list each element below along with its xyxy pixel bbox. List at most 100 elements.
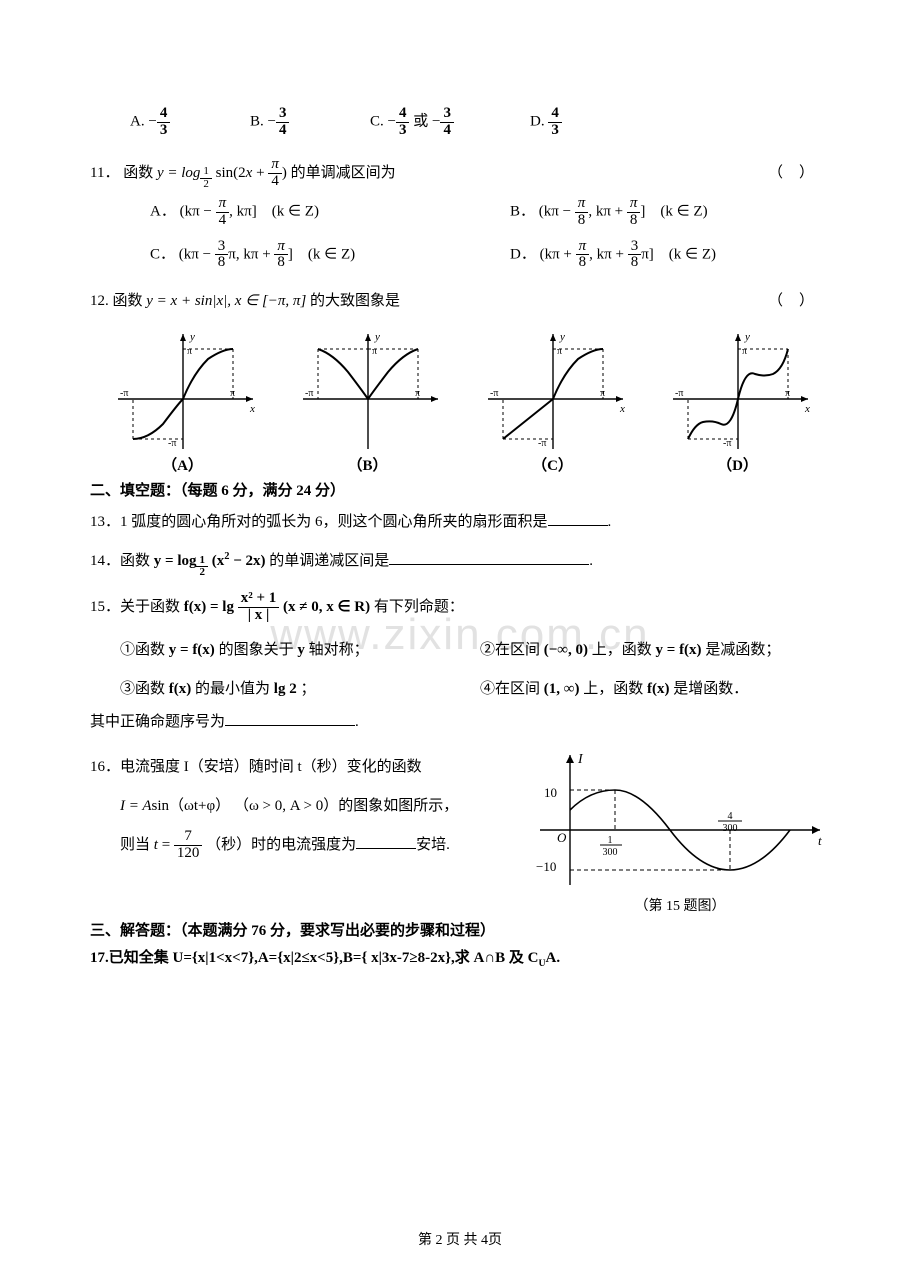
page-footer: 第 2 页 共 4页 <box>0 1229 920 1249</box>
q15-2e: 是减函数； <box>702 642 781 658</box>
q11-num: 11． <box>90 165 119 181</box>
q14-blank <box>389 549 589 565</box>
q15-1e: 轴对称； <box>305 642 369 658</box>
q11-blank-paren: （） <box>768 157 830 190</box>
q12-cap-C: （C） <box>478 454 628 475</box>
q13-text: 13．1 弧度的圆心角所对的弧长为 6，则这个圆心角所夹的扇形面积是 <box>90 514 548 530</box>
q15-4a: ④在区间 <box>480 681 544 697</box>
q16-figure: I t O 10 −10 1 300 4 300 （第 15 题图） <box>530 745 830 915</box>
q16-L2b: sin（ωt+φ） <box>152 798 231 814</box>
q11-base-n: 1 <box>200 166 212 179</box>
q15-blank <box>225 710 355 726</box>
q10-C-num2: 3 <box>440 106 454 123</box>
svg-text:4: 4 <box>728 811 733 822</box>
q16-unit: 安培. <box>416 837 450 853</box>
svg-text:-π: -π <box>305 388 313 399</box>
svg-text:x: x <box>249 403 255 415</box>
svg-text:π: π <box>372 346 377 357</box>
q11D-d2: 8 <box>628 255 642 271</box>
q10-A-label: A. <box>130 114 145 130</box>
svg-text:x: x <box>619 403 625 415</box>
q11C-a: (kπ − <box>179 246 215 262</box>
q15-cond: (x ≠ 0, x ∈ R) <box>283 599 370 615</box>
q15-1b: y = f(x) <box>169 642 215 658</box>
svg-text:10: 10 <box>544 785 557 800</box>
q14-fn: y = log <box>154 553 197 569</box>
q16-eq: = <box>158 837 174 853</box>
q15-4d: f(x) <box>647 681 670 697</box>
q15-1d: y <box>297 642 305 658</box>
q11B-b: , kπ + <box>588 204 627 220</box>
q15-4b: (1, ∞) <box>544 681 580 697</box>
q12-cap-B: （B） <box>293 454 443 475</box>
q11C-c: ] <box>288 246 293 262</box>
q16-num: 7 <box>174 829 203 846</box>
svg-text:-π: -π <box>675 388 683 399</box>
q15-concl-end: . <box>355 714 359 730</box>
footer-e: 页 <box>488 1233 502 1248</box>
q15: 15．关于函数 f(x) = lg x² + 1| x | (x ≠ 0, x … <box>90 591 830 624</box>
q15-3d: lg 2 <box>274 681 297 697</box>
svg-text:-π: -π <box>168 438 176 449</box>
q11C-mid: π, kπ + <box>228 246 274 262</box>
svg-text:y: y <box>189 331 195 343</box>
q15-1a: ①函数 <box>120 642 169 658</box>
footer-a: 第 <box>418 1233 436 1248</box>
q15-2a: ②在区间 <box>480 642 544 658</box>
q11: 11． 函数 y = log12 sin(2x + π4) 的单调减区间为 （） <box>90 157 830 191</box>
q11B-label: B． <box>510 204 535 220</box>
svg-text:I: I <box>577 752 584 767</box>
q11B-n: π <box>575 196 589 213</box>
q12-graph-D: y x -π π π -π （D） <box>663 324 813 475</box>
q17-text: 17.已知全集 U={x|1<x<7},A={x|2≤x<5},B={ x|3x… <box>90 950 539 966</box>
q12-text1: 函数 <box>113 293 147 309</box>
q11-sin: sin(2 <box>216 165 246 181</box>
q15-2d: y = f(x) <box>656 642 702 658</box>
q16-L2: I = Asin（ωt+φ） （ω > 0, A > 0）的图象如图所示， <box>90 790 530 823</box>
q15-statements: ①函数 y = f(x) 的图象关于 y 轴对称； ②在区间 (−∞, 0) 上… <box>90 638 830 698</box>
q11C-n2: π <box>274 239 288 256</box>
q17: 17.已知全集 U={x|1<x<7},A={x|2≤x<5},B={ x|3x… <box>90 946 830 969</box>
q10-C-den1: 3 <box>396 123 410 139</box>
q11-plus: + <box>252 165 268 181</box>
q14-bd: 2 <box>196 567 208 579</box>
svg-text:−10: −10 <box>536 859 556 874</box>
q16-L3: 则当 t = 7120 （秒）时的电流强度为安培. <box>90 829 530 862</box>
svg-text:π: π <box>557 346 562 357</box>
q11D-n2: 3 <box>628 239 642 256</box>
q11D-label: D． <box>510 246 536 262</box>
q14-arg: (x <box>212 553 225 569</box>
q12-cap-D: （D） <box>663 454 813 475</box>
svg-text:y: y <box>559 331 565 343</box>
footer-b: 2 <box>436 1233 443 1248</box>
q10-C-label: C. <box>370 114 384 130</box>
q11D-n: π <box>576 239 590 256</box>
q11A-n: π <box>216 196 230 213</box>
q17-sub: U <box>539 958 546 969</box>
q11B-c: ] <box>640 204 645 220</box>
q10-A-num: 4 <box>157 106 171 123</box>
q15-4e: 是增函数． <box>669 681 748 697</box>
q13: 13．1 弧度的圆心角所对的弧长为 6，则这个圆心角所夹的扇形面积是. <box>90 506 830 539</box>
q11-options: A． (kπ − π4, kπ] (k ∈ Z) B． (kπ − π8, kπ… <box>90 196 830 271</box>
q14-arg2: − 2x) <box>229 553 265 569</box>
q12: 12. 函数 y = x + sin|x|, x ∈ [−π, π] 的大致图象… <box>90 285 830 318</box>
svg-text:-π: -π <box>490 388 498 399</box>
q11-close: ) <box>282 165 287 181</box>
q16-L3b: （秒）时的电流强度为 <box>206 837 356 853</box>
q10-C-or: 或 <box>413 114 428 130</box>
q15-den: | x | <box>238 608 280 624</box>
q13-blank <box>548 510 608 526</box>
q15-3b: f(x) <box>169 681 192 697</box>
q12-text2: 的大致图象是 <box>310 293 400 309</box>
svg-text:t: t <box>818 833 822 848</box>
q15-1c: 的图象关于 <box>215 642 298 658</box>
q15-concl-text: 其中正确命题序号为 <box>90 714 225 730</box>
footer-c: 页 共 <box>443 1233 482 1248</box>
svg-text:π: π <box>742 346 747 357</box>
svg-text:x: x <box>804 403 810 415</box>
q12-graph-C: y x -π π π -π （C） <box>478 324 628 475</box>
q16-den: 120 <box>174 846 203 862</box>
q10-B-num: 3 <box>276 106 290 123</box>
q15-2b: (−∞, 0) <box>544 642 588 658</box>
